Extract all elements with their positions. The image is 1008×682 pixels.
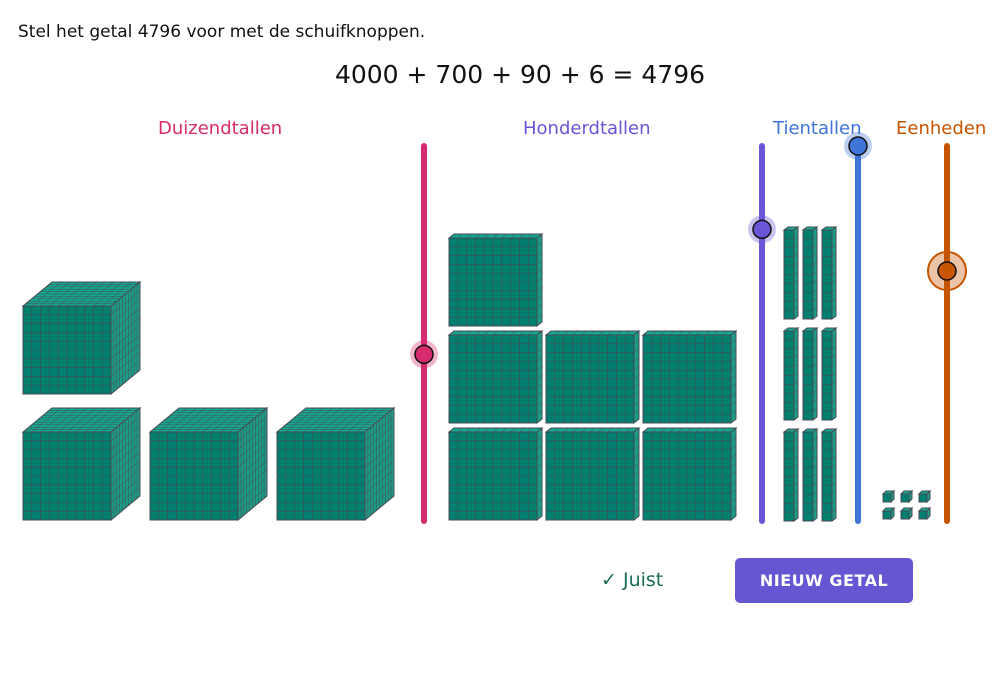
slider-honderdtallen[interactable] xyxy=(748,143,776,524)
ten-rod xyxy=(801,327,819,421)
equation: 4000 + 700 + 90 + 6 = 4796 xyxy=(334,60,706,89)
hundred-flat xyxy=(641,426,738,522)
slider-handle[interactable] xyxy=(848,136,868,156)
ten-rod xyxy=(782,428,800,522)
slider-tientallen[interactable] xyxy=(844,132,872,524)
unit-cube xyxy=(917,506,932,521)
ten-rod xyxy=(782,226,800,320)
hundred-flat xyxy=(447,329,544,425)
hundred-flat xyxy=(447,232,544,328)
label-hundreds: Honderdtallen xyxy=(523,118,651,139)
ten-rod xyxy=(801,226,819,320)
thousand-cube xyxy=(148,406,269,522)
slider-handle[interactable] xyxy=(937,261,957,281)
thousand-cube xyxy=(275,406,396,522)
slider-handle[interactable] xyxy=(752,219,772,240)
ten-rod xyxy=(820,327,838,421)
slider-handle[interactable] xyxy=(414,344,434,365)
unit-cube xyxy=(917,489,932,504)
label-thousands: Duizendtallen xyxy=(158,118,283,139)
label-tens: Tientallen xyxy=(773,118,862,139)
thousand-cube xyxy=(21,280,142,396)
unit-cube xyxy=(881,506,896,521)
ten-rod xyxy=(782,327,800,421)
ten-rod xyxy=(820,428,838,522)
hundred-flat xyxy=(447,426,544,522)
slider-eenheden[interactable] xyxy=(927,143,967,524)
ten-rod xyxy=(820,226,838,320)
unit-cube xyxy=(899,489,914,504)
unit-cube xyxy=(899,506,914,521)
label-units: Eenheden xyxy=(896,118,987,139)
thousand-cube xyxy=(21,406,142,522)
hundred-flat xyxy=(544,426,641,522)
slider-duizendtallen[interactable] xyxy=(410,143,438,524)
unit-cube xyxy=(881,489,896,504)
ten-rod xyxy=(801,428,819,522)
new-number-button[interactable]: NIEUW GETAL xyxy=(735,558,913,603)
instruction-text: Stel het getal 4796 voor met de schuifkn… xyxy=(18,22,426,42)
status-correct: ✓ Juist xyxy=(601,569,664,591)
hundred-flat xyxy=(641,329,738,425)
hundred-flat xyxy=(544,329,641,425)
